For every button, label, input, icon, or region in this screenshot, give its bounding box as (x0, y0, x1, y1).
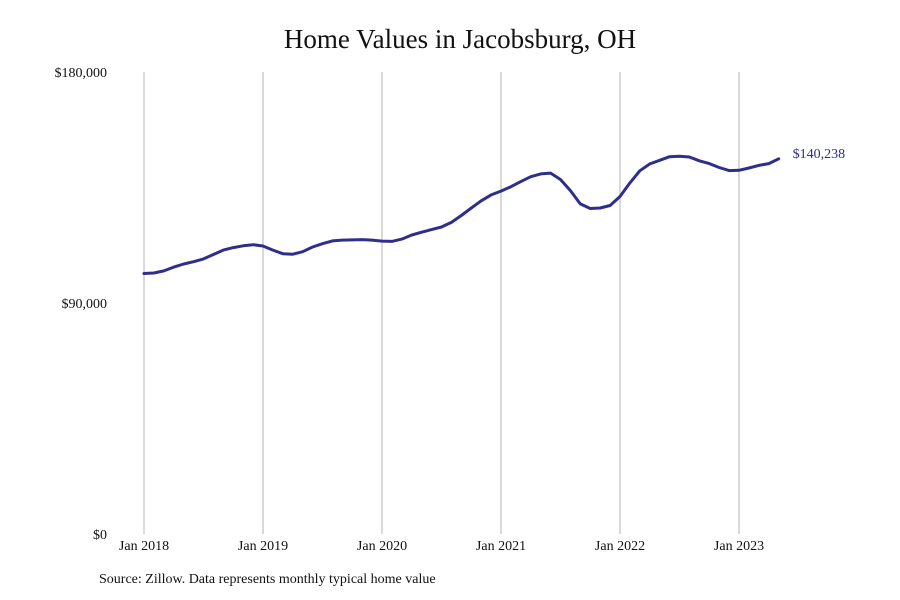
x-tick-label: Jan 2022 (595, 539, 645, 554)
series-line (142, 154, 781, 275)
x-tick-label: Jan 2021 (476, 539, 526, 554)
y-tick-label: $180,000 (55, 66, 108, 81)
x-tick-label: Jan 2019 (238, 539, 288, 554)
chart-title: Home Values in Jacobsburg, OH (283, 24, 637, 54)
y-tick-label: $90,000 (62, 297, 108, 312)
x-tick-label: Jan 2020 (357, 539, 407, 554)
end-value-label: $140,238 (793, 147, 846, 162)
x-tick-label: Jan 2018 (119, 539, 169, 554)
x-tick-label: Jan 2023 (714, 539, 764, 554)
source-note: Source: Zillow. Data represents monthly … (99, 572, 436, 587)
y-tick-label: $0 (93, 528, 107, 543)
